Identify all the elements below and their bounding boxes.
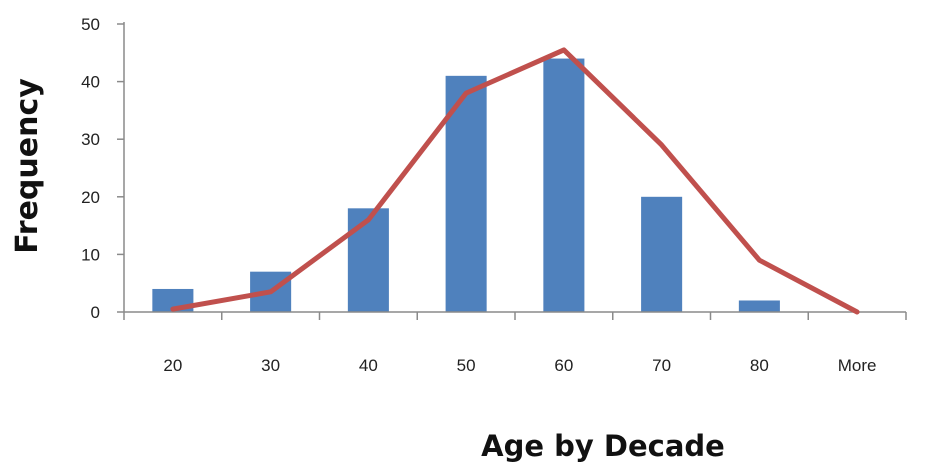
x-tick-label: 40 bbox=[359, 356, 378, 375]
y-axis-ticks: 0 10 20 30 40 50 bbox=[81, 15, 124, 322]
x-axis-title: Age by Decade bbox=[481, 429, 725, 463]
x-tick-label: 60 bbox=[554, 356, 573, 375]
y-tick-label: 50 bbox=[81, 15, 100, 34]
y-tick-label: 0 bbox=[91, 303, 100, 322]
x-tick-label: 20 bbox=[163, 356, 182, 375]
x-tick-label: 30 bbox=[261, 356, 280, 375]
bar-60 bbox=[543, 58, 585, 313]
bar-40 bbox=[347, 208, 389, 312]
y-tick-label: 30 bbox=[81, 130, 100, 149]
x-axis-ticks: 20 30 40 50 60 70 80 More bbox=[123, 312, 907, 375]
y-tick-label: 40 bbox=[81, 73, 100, 92]
y-axis-title: Frequency bbox=[10, 78, 45, 254]
x-tick-label: 80 bbox=[750, 356, 769, 375]
bar-80 bbox=[738, 300, 780, 312]
frequency-curve-line bbox=[170, 47, 860, 315]
y-tick-label: 20 bbox=[81, 188, 100, 207]
x-tick-label: 50 bbox=[457, 356, 476, 375]
bar-50 bbox=[445, 75, 487, 312]
bar-series bbox=[152, 58, 780, 313]
bar-70 bbox=[641, 196, 683, 312]
x-tick-label: More bbox=[838, 356, 877, 375]
axes bbox=[123, 22, 906, 313]
x-tick-label: 70 bbox=[652, 356, 671, 375]
y-tick-label: 10 bbox=[81, 245, 100, 264]
